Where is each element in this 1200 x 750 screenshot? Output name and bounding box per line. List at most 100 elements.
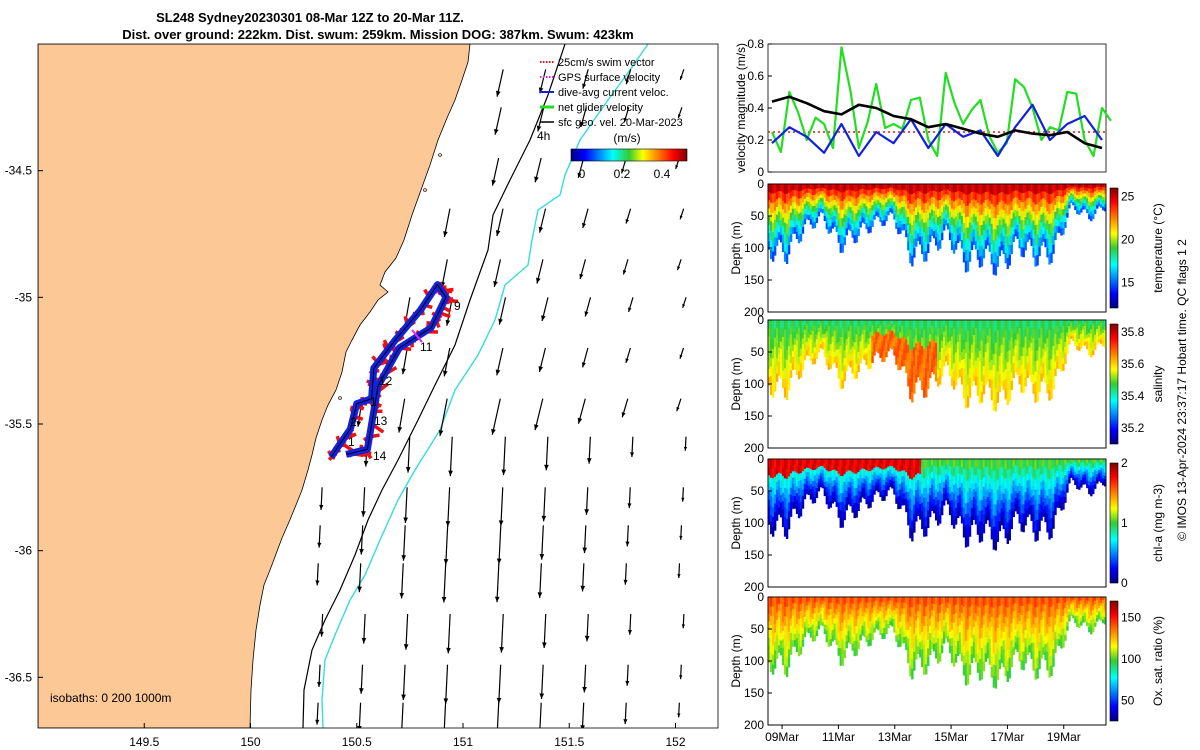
salinity-cell [1104,330,1107,334]
temperature-cell [1014,196,1017,204]
chla-cell [771,526,775,537]
oxygen-cell [837,633,840,642]
chla-cell [785,498,789,510]
salinity-cell [825,359,829,366]
temperature-cell [829,202,833,209]
chla-cell [968,507,972,518]
oxygen-cell [781,613,785,623]
oxygen-cell [795,644,799,652]
salinity-cell [950,344,954,354]
temperature-cell [1090,188,1093,194]
chla-cell [980,500,984,511]
temperature-cell [1098,192,1101,196]
salinity-cell [925,339,928,350]
temperature-cell [1050,203,1053,214]
temperature-cell [897,227,900,235]
salinity-cell [1034,391,1037,403]
salinity-cell [873,350,876,356]
salinity-cell [879,334,882,340]
salinity-cell [843,350,846,359]
temperature-cell [942,224,946,231]
temperature-cell [1058,226,1061,233]
oxygen-cell [815,601,819,608]
chla-cell [1028,507,1031,515]
temperature-cell [1020,229,1023,239]
salinity-cell [1060,364,1063,372]
oxygen-cell [783,635,787,646]
temperature-cell [976,193,980,204]
current-arrowhead [441,596,447,603]
salinity-cell [867,350,870,358]
chla-cell [855,509,858,518]
map-xtick-3: 151 [453,735,473,749]
chla-cell [974,491,978,501]
chla-cell [1076,484,1079,490]
temperature-cell [1060,222,1063,230]
temperature-cell [835,219,838,226]
salinity-cell [1070,333,1073,337]
salinity-cell [929,348,932,357]
salinity-cell [769,357,773,368]
salinity-cell [938,360,942,369]
current-arrowhead [536,125,542,132]
chla-cell [1098,478,1101,482]
oxygen-cell [795,631,799,639]
salinity-cell [1000,344,1004,354]
salinity-cell [775,342,779,352]
temperature-cell [1082,184,1085,188]
chla-cell [851,465,854,473]
temperature-cell [972,229,976,238]
chla-cbar-tick-0: 0 [1121,576,1128,590]
chla-cell [1028,486,1031,494]
salinity-cell [1038,355,1041,366]
oxygen-cell [841,605,844,615]
salinity-cell [815,348,819,355]
salinity-cell [962,349,966,360]
salinity-cell [1018,359,1021,369]
temperature-cell [827,184,831,191]
salinity-cell [990,320,994,331]
chla-cell [1066,467,1069,472]
chla-cell [1070,475,1073,478]
salinity-cell [819,330,823,335]
temperature-cell [1058,184,1061,191]
temperature-cell [978,225,982,237]
temperature-cell [974,184,978,193]
chla-cell [978,469,982,481]
oxygen-cell [833,634,836,640]
oxygen-cell [805,623,809,628]
oxygen-cell [775,635,779,644]
salinity-cell [847,325,850,332]
temperature-cell [1056,202,1059,209]
temperature-cell [1082,206,1085,210]
temperature-cell [781,243,785,253]
salinity-cell [917,369,920,378]
chla-cell [883,464,886,470]
temperature-cell [1036,224,1039,236]
temperature-cell [1066,208,1069,214]
chla-cell [1038,459,1041,469]
chla-cell [773,459,777,469]
chla-cell [1104,479,1107,484]
salinity-cell [781,336,785,346]
chla-cell [940,500,944,509]
temperature-cell [867,226,870,234]
chla-cell [1016,499,1019,508]
oxygen-cell [807,605,811,611]
temperature-cell [946,189,950,196]
chla-cell [996,459,1000,470]
salinity-cell [942,354,946,361]
salinity-cell [1058,356,1061,363]
chla-cell [996,479,1000,491]
salinity-cell [1062,320,1065,327]
temperature-cell [875,187,878,193]
current-arrowhead [577,417,583,424]
temperature-cell [889,194,892,199]
chla-cell [849,470,852,478]
temperature-cell [789,198,793,207]
temperature-cell [988,200,992,210]
salinity-cell [1038,364,1041,375]
temperature-cell [791,214,795,222]
chla-cell [785,518,789,530]
